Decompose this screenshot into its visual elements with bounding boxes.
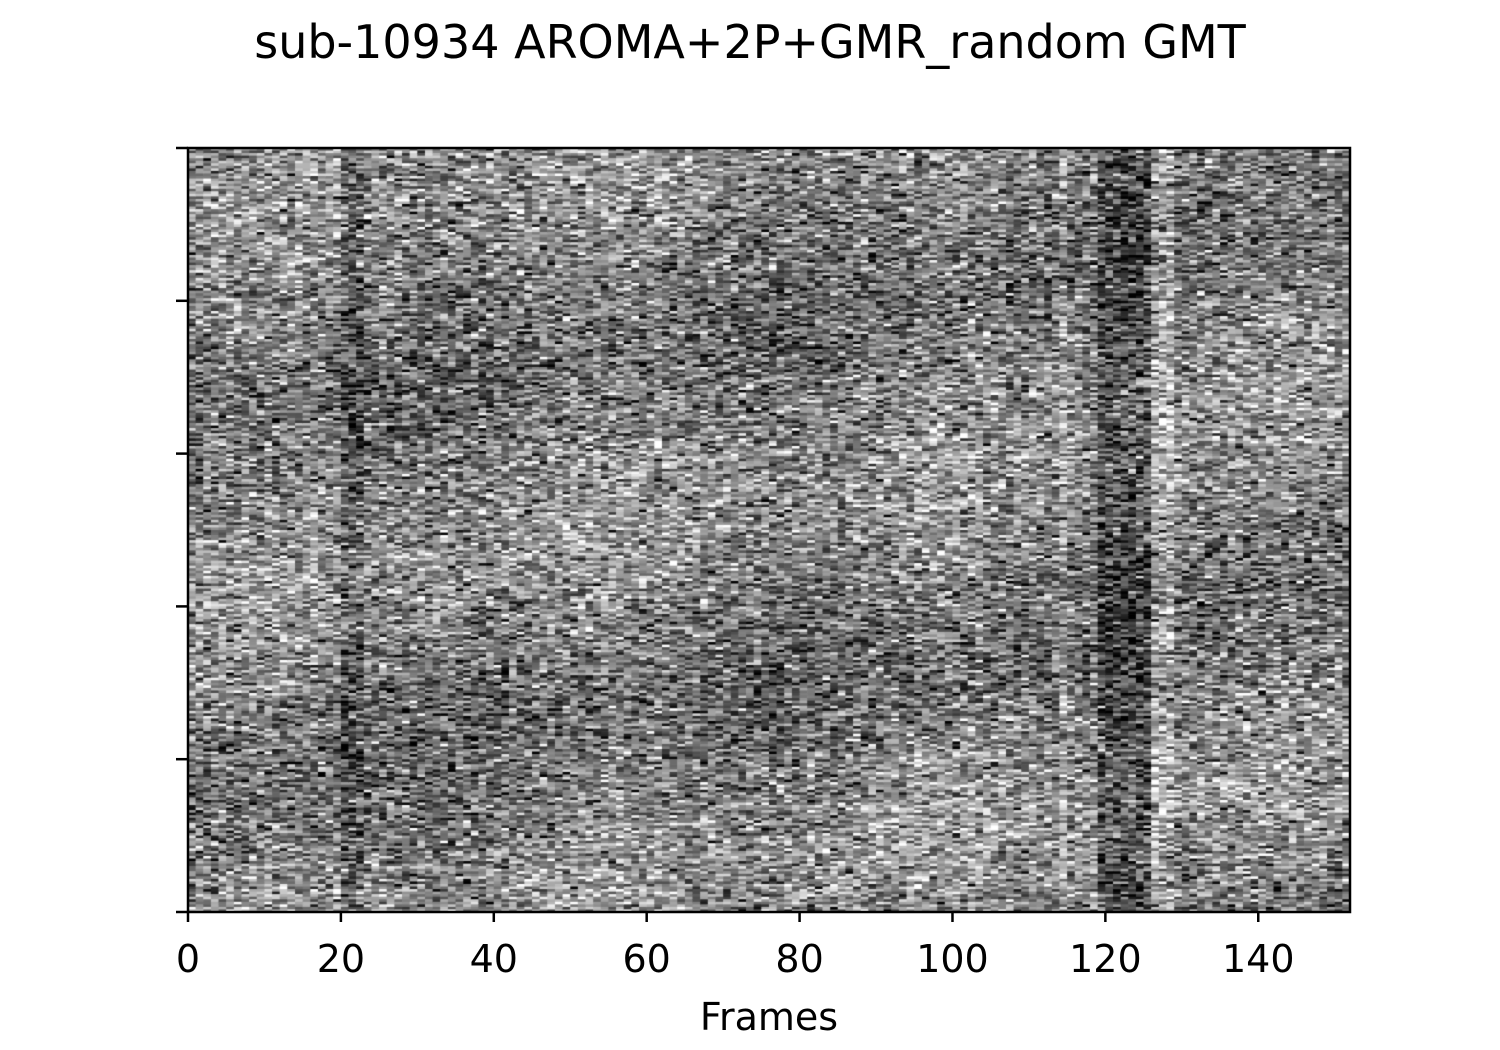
x-tick-label: 80	[775, 937, 823, 981]
heatmap-container	[188, 148, 1350, 912]
chart-title: sub-10934 AROMA+2P+GMR_random GMT	[254, 15, 1246, 69]
x-axis-ticks: 0 20 40 60 80 100 120 140	[176, 912, 1295, 981]
x-tick-label: 40	[470, 937, 518, 981]
y-axis-ticks	[176, 146, 188, 914]
plot-frame	[186, 146, 1352, 914]
x-tick-label: 100	[916, 937, 989, 981]
x-axis-label: Frames	[700, 995, 838, 1039]
x-tick-label: 0	[176, 937, 200, 981]
x-tick-label: 120	[1069, 937, 1142, 981]
x-tick-label: 60	[623, 937, 671, 981]
x-tick-label: 20	[317, 937, 365, 981]
plot-area	[186, 146, 1352, 914]
x-tick-label: 140	[1222, 937, 1295, 981]
heatmap-image	[188, 148, 1350, 912]
